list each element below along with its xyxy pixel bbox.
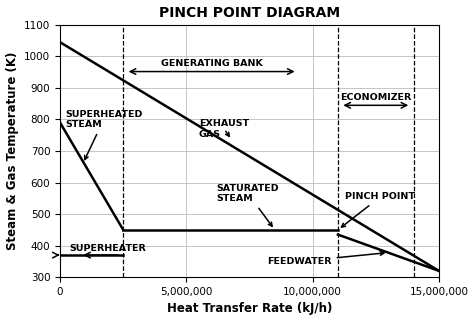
Text: SATURATED
STEAM: SATURATED STEAM xyxy=(217,184,279,226)
Text: SUPERHEATED
STEAM: SUPERHEATED STEAM xyxy=(65,110,143,160)
Y-axis label: Steam & Gas Temperature (K): Steam & Gas Temperature (K) xyxy=(6,52,18,250)
Title: PINCH POINT DIAGRAM: PINCH POINT DIAGRAM xyxy=(159,5,340,20)
Text: FEEDWATER: FEEDWATER xyxy=(267,252,384,266)
Text: GENERATING BANK: GENERATING BANK xyxy=(161,59,263,68)
Text: ECONOMIZER: ECONOMIZER xyxy=(340,93,411,102)
X-axis label: Heat Transfer Rate (kJ/h): Heat Transfer Rate (kJ/h) xyxy=(167,302,332,316)
Text: SUPERHEATER: SUPERHEATER xyxy=(69,244,146,253)
Text: PINCH POINT: PINCH POINT xyxy=(341,192,416,227)
Text: EXHAUST
GAS: EXHAUST GAS xyxy=(199,119,249,139)
